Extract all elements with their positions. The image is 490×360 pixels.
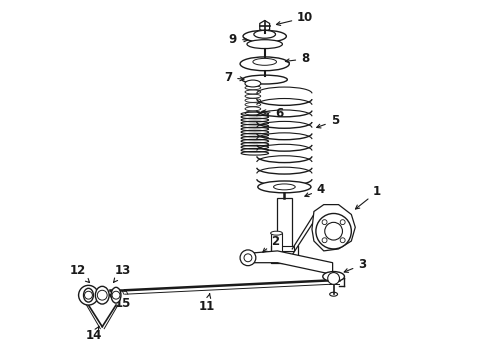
Ellipse shape bbox=[245, 94, 261, 98]
Text: 13: 13 bbox=[114, 264, 131, 282]
Ellipse shape bbox=[240, 57, 289, 71]
Text: 12: 12 bbox=[69, 264, 90, 283]
Ellipse shape bbox=[83, 288, 94, 302]
Ellipse shape bbox=[270, 259, 282, 263]
Circle shape bbox=[325, 222, 343, 240]
Circle shape bbox=[112, 291, 120, 299]
Circle shape bbox=[322, 238, 327, 243]
Circle shape bbox=[98, 290, 107, 300]
Text: 3: 3 bbox=[344, 258, 367, 273]
Ellipse shape bbox=[245, 90, 261, 94]
Ellipse shape bbox=[254, 30, 275, 38]
Polygon shape bbox=[260, 21, 270, 32]
Text: 9: 9 bbox=[229, 33, 248, 46]
Bar bbox=[274, 246, 294, 251]
Circle shape bbox=[84, 291, 93, 299]
Ellipse shape bbox=[111, 287, 121, 303]
Ellipse shape bbox=[330, 292, 338, 296]
Ellipse shape bbox=[245, 98, 261, 102]
Text: 14: 14 bbox=[85, 326, 102, 342]
Circle shape bbox=[244, 254, 252, 262]
Ellipse shape bbox=[258, 181, 311, 193]
Text: 11: 11 bbox=[199, 294, 215, 312]
Bar bbox=[270, 233, 282, 261]
Ellipse shape bbox=[242, 75, 287, 84]
Ellipse shape bbox=[270, 231, 282, 235]
Text: 2: 2 bbox=[263, 235, 280, 252]
Ellipse shape bbox=[245, 103, 261, 107]
Circle shape bbox=[328, 273, 340, 284]
Polygon shape bbox=[312, 204, 355, 251]
Ellipse shape bbox=[253, 58, 276, 65]
Bar bbox=[276, 198, 292, 251]
Ellipse shape bbox=[273, 184, 295, 190]
Ellipse shape bbox=[243, 30, 286, 42]
Ellipse shape bbox=[96, 286, 109, 304]
Ellipse shape bbox=[245, 111, 261, 115]
Text: 1: 1 bbox=[355, 185, 381, 209]
Text: 5: 5 bbox=[317, 114, 339, 128]
Circle shape bbox=[78, 285, 98, 305]
Polygon shape bbox=[254, 251, 333, 275]
Ellipse shape bbox=[323, 271, 344, 282]
Text: 4: 4 bbox=[305, 183, 325, 197]
Ellipse shape bbox=[247, 40, 282, 49]
Text: 15: 15 bbox=[110, 296, 131, 310]
Ellipse shape bbox=[245, 86, 261, 90]
Text: 6: 6 bbox=[262, 107, 284, 120]
Ellipse shape bbox=[245, 107, 261, 111]
Ellipse shape bbox=[245, 80, 261, 87]
Text: 7: 7 bbox=[224, 71, 244, 84]
Ellipse shape bbox=[259, 31, 270, 35]
Text: 10: 10 bbox=[276, 11, 314, 26]
Circle shape bbox=[340, 238, 345, 243]
Text: 8: 8 bbox=[285, 53, 309, 66]
Circle shape bbox=[240, 250, 256, 266]
Circle shape bbox=[340, 220, 345, 225]
Circle shape bbox=[316, 213, 351, 249]
Circle shape bbox=[322, 220, 327, 225]
